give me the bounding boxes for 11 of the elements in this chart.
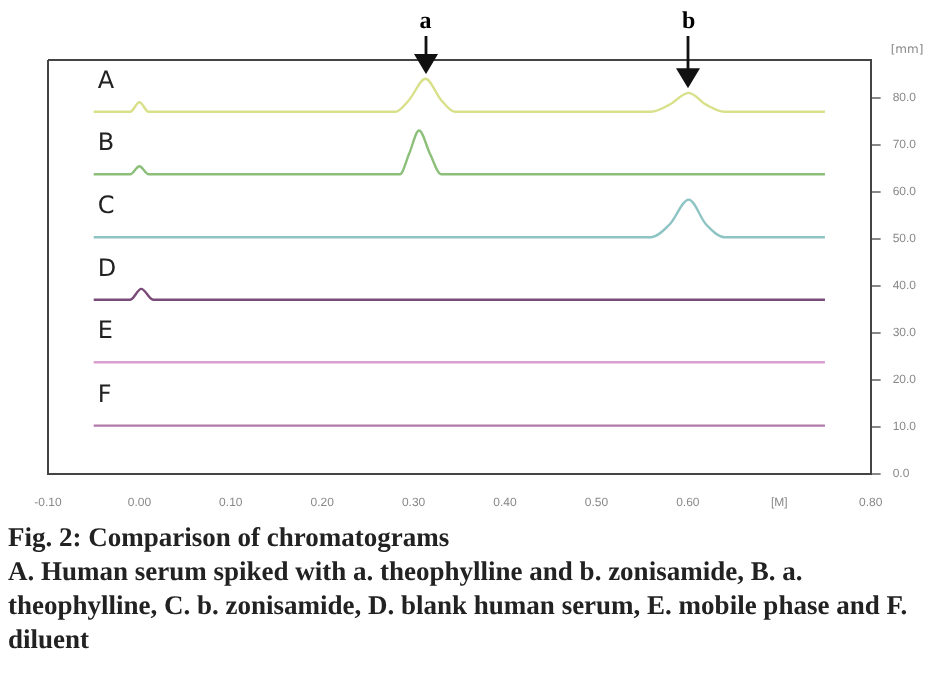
annotation: b <box>680 6 698 34</box>
series-label: E <box>97 316 113 345</box>
line-series <box>92 129 827 176</box>
series-label: B <box>97 128 115 157</box>
series-label: C <box>97 191 115 220</box>
series-label: F <box>97 379 112 408</box>
annotation: a <box>417 6 434 34</box>
text: A. Human serum spiked with a. theophylline and b. zonisamide, B. a. theophylline, C. b. zonisamide, D. blank human serum, E. mobile phase and F. diluent <box>8 554 910 656</box>
series-label: A <box>97 65 116 94</box>
series-label: D <box>97 253 117 282</box>
text: Fig. 2: Comparison of chromatograms <box>8 520 452 554</box>
